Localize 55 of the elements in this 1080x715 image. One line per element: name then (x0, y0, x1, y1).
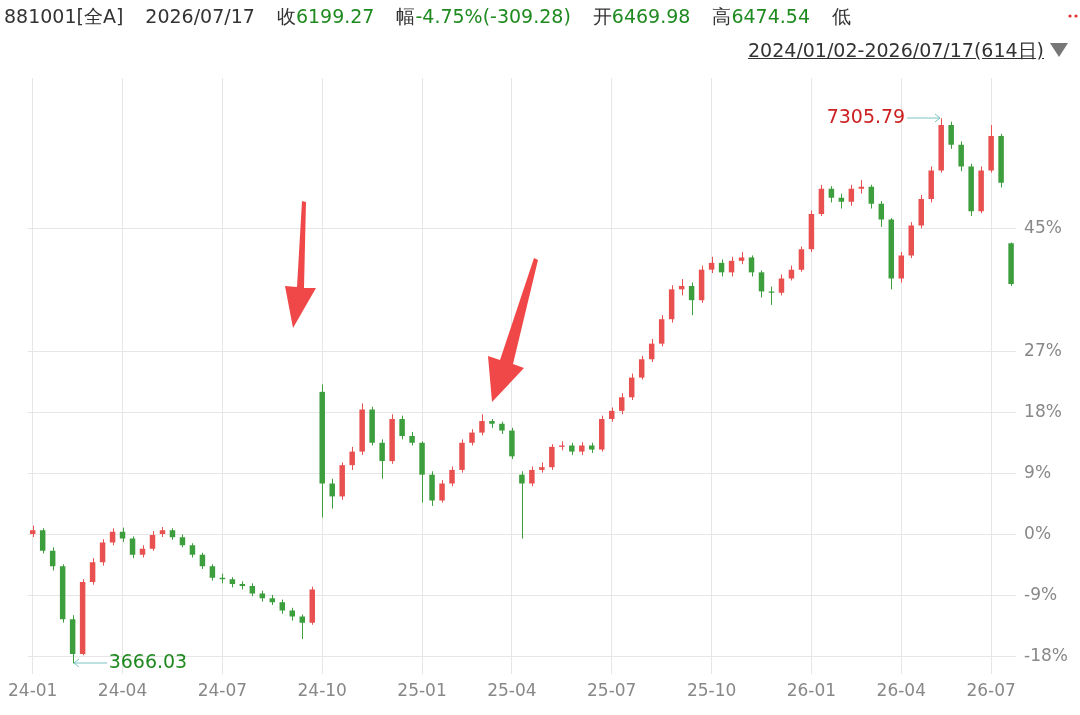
x-tick-label: 24-10 (297, 680, 347, 701)
candlestick (89, 557, 96, 586)
x-tick-label: 24-04 (97, 680, 148, 701)
candlestick (439, 479, 445, 504)
x-tick-label: 26-07 (966, 680, 1016, 701)
y-tick-label: 9% (1024, 461, 1052, 482)
candlestick (399, 415, 405, 440)
y-tick-label: 27% (1024, 339, 1062, 360)
candlestick (519, 470, 525, 539)
chart-subtitle: 2024/01/02-2026/07/17(614日) (748, 38, 1044, 63)
y-tick-label: 18% (1024, 400, 1062, 421)
candlestick (549, 443, 555, 471)
candlestick (848, 184, 855, 207)
candlestick (129, 535, 136, 559)
candlestick (329, 478, 335, 510)
candlestick (479, 413, 485, 436)
x-tick-label: 25-01 (397, 680, 447, 701)
candlestick (748, 254, 755, 277)
candlestick (688, 282, 695, 316)
candlestick (778, 273, 785, 296)
candlestick (379, 438, 385, 480)
candlestick (349, 446, 355, 471)
candlestick (529, 466, 535, 487)
candlestick (39, 527, 46, 554)
x-tick-label: 25-07 (587, 680, 637, 701)
x-tick-label: 25-04 (487, 680, 537, 701)
candlestick (149, 530, 156, 552)
x-tick-label: 26-04 (876, 680, 926, 701)
candlestick (758, 269, 765, 298)
x-tick-label: 24-01 (8, 680, 58, 701)
y-tick-label: -18% (1024, 645, 1068, 666)
text: 2026/07/17 (145, 5, 255, 27)
text: 低 (832, 5, 851, 27)
text: 收6199.27 (276, 5, 375, 27)
candlestick (638, 355, 645, 381)
text: 幅-4.75%(-309.28) (396, 5, 571, 27)
candlestick (958, 140, 964, 172)
candlestick (948, 121, 954, 150)
candlestick (898, 251, 905, 284)
x-tick-label: 25-10 (686, 680, 737, 701)
x-tick-label: 24-07 (197, 680, 248, 701)
annotation: 3666.03 (108, 650, 188, 673)
candlestick (768, 286, 775, 306)
candlestick (449, 466, 455, 487)
y-tick-label: -9% (1024, 583, 1058, 604)
text: 高6474.54 (712, 5, 810, 27)
candlestick (798, 246, 805, 273)
chart-title: 881001[全A] (4, 5, 124, 27)
text: 开6469.98 (592, 5, 691, 27)
candlestick (618, 392, 625, 415)
y-tick-label: 0% (1024, 522, 1052, 543)
annotation: 7305.79 (826, 105, 906, 128)
y-tick-label: 45% (1024, 217, 1062, 238)
x-tick-label: 26-01 (786, 680, 837, 701)
candlestick (868, 184, 875, 210)
